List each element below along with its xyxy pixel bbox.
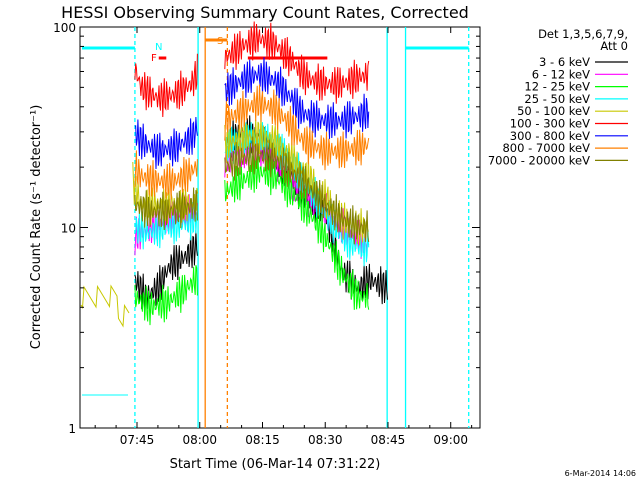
x-tick-label-0: 07:45 <box>120 433 155 447</box>
series-2-line-1 <box>224 155 370 310</box>
series-6-line-1 <box>224 57 370 140</box>
x-tick-label-4: 08:45 <box>371 433 406 447</box>
legend-label-6: 300 - 800 keV <box>510 129 590 143</box>
legend-label-0: 3 - 6 keV <box>539 55 590 69</box>
legend-header-0: Det 1,3,5,6,7,9, <box>538 27 628 41</box>
series-4-line-1 <box>224 116 370 246</box>
annotation-s: S <box>217 36 223 47</box>
series-8-line-1 <box>224 136 370 245</box>
legend-label-5: 100 - 300 keV <box>510 117 590 131</box>
legend-label-2: 12 - 25 keV <box>524 80 590 94</box>
legend-label-7: 800 - 7000 keV <box>502 141 590 155</box>
series-0-line-0 <box>134 229 198 312</box>
legend-label-3: 25 - 50 keV <box>524 92 590 106</box>
series-5-line-1 <box>224 21 370 104</box>
y-tick-label-2: 100 <box>53 21 76 35</box>
x-axis-label: Start Time (06-Mar-14 07:31:22) <box>170 457 381 472</box>
series-5-line-0 <box>134 53 198 118</box>
legend-label-1: 6 - 12 keV <box>532 67 590 81</box>
legend-label-4: 50 - 100 keV <box>517 104 590 118</box>
x-tick-label-5: 09:00 <box>433 433 468 447</box>
series-6-line-0 <box>134 116 198 170</box>
series-7-line-0 <box>134 150 198 200</box>
legend-label-8: 7000 - 20000 keV <box>488 153 590 167</box>
pre-trace-olive <box>80 284 130 328</box>
x-tick-label-2: 08:15 <box>245 433 280 447</box>
chart-title: HESSI Observing Summary Count Rates, Cor… <box>61 3 469 22</box>
y-tick-label-0: 1 <box>68 422 76 436</box>
y-tick-label-1: 10 <box>61 222 76 236</box>
legend-header-1: Att 0 <box>600 39 628 53</box>
series-8-line-0 <box>134 187 198 231</box>
timestamp: 6-Mar-2014 14:06 <box>565 469 636 478</box>
annotation-n: N <box>155 42 162 53</box>
series-2-line-0 <box>134 265 198 326</box>
x-tick-label-3: 08:30 <box>308 433 343 447</box>
x-tick-label-1: 08:00 <box>182 433 217 447</box>
series-7-line-1 <box>224 84 370 171</box>
y-axis-label: Corrected Count Rate (s⁻¹ detector⁻¹) <box>29 105 44 350</box>
plot-area: NF S 07:45 08:00 08:15 08:30 08:45 09:00 1 10 100 <box>53 21 481 447</box>
annotation-f: F <box>151 53 157 64</box>
